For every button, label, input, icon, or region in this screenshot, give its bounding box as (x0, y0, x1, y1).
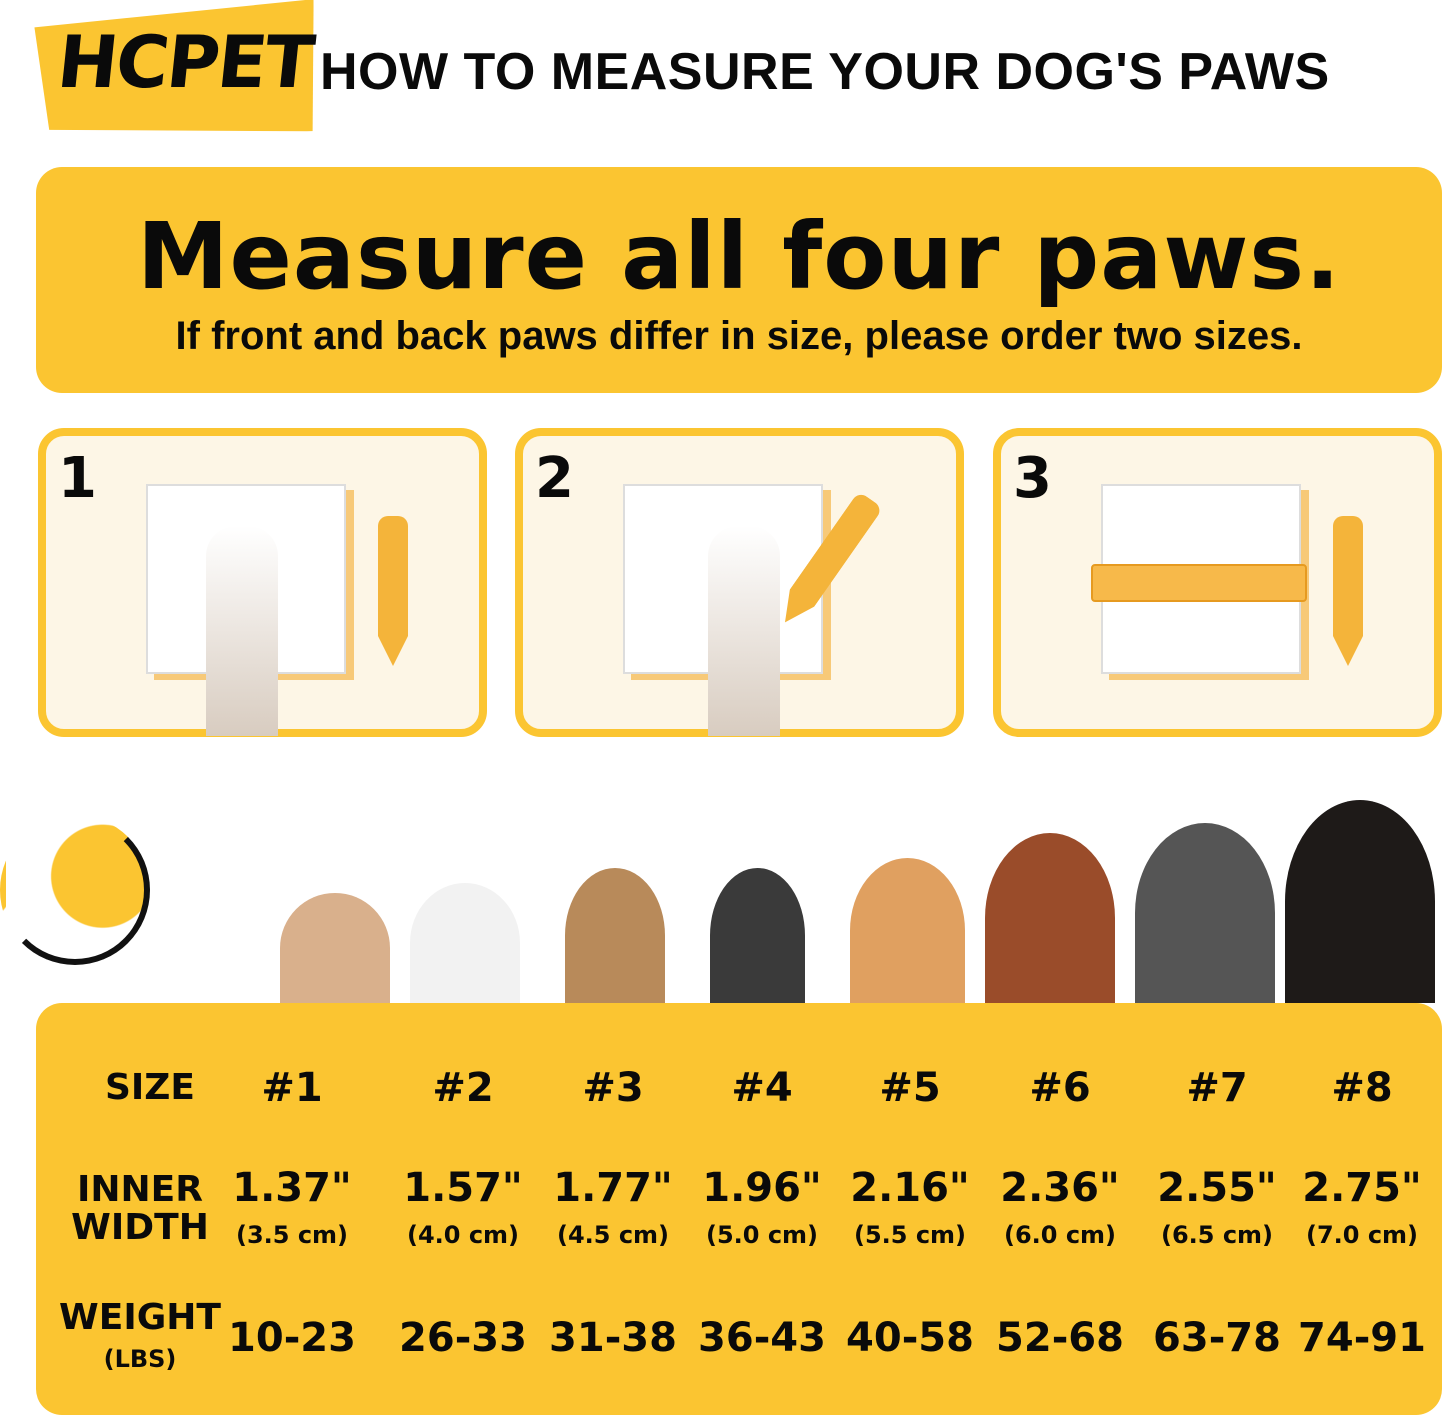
weight-range: 10-23 (228, 1315, 356, 1361)
inner-width-label-line2: WIDTH (71, 1207, 209, 1248)
weight-range: 52-68 (996, 1315, 1124, 1361)
inner-width-cm: (5.5 cm) (853, 1221, 967, 1249)
size-value: #1 (261, 1065, 323, 1111)
step-3-panel: 3 (993, 428, 1442, 737)
size-chart: SIZE INNER WIDTH WEIGHT (LBS) #1 #2 #3 #4 #5… (36, 1003, 1442, 1415)
weight-range: 74-91 (1298, 1315, 1426, 1361)
ruler-icon (1091, 564, 1307, 602)
step-number: 2 (535, 446, 574, 511)
rottweiler-image (1285, 800, 1435, 1003)
inner-width-cm: (4.0 cm) (406, 1221, 520, 1249)
inner-width-inches: 1.37" (232, 1165, 352, 1211)
yorkie-image (565, 868, 665, 1003)
schnauzer-image (710, 868, 805, 1003)
dog-paw-illustration (206, 526, 278, 736)
pencil-icon (1333, 516, 1363, 666)
inner-width-cm: (7.0 cm) (1305, 1221, 1419, 1249)
inner-width-inches: 2.75" (1302, 1165, 1422, 1211)
weight-range: 63-78 (1153, 1315, 1281, 1361)
size-value: #5 (879, 1065, 941, 1111)
inner-width-inches: 2.36" (1000, 1165, 1120, 1211)
weight-range: 40-58 (846, 1315, 974, 1361)
size-value: #8 (1331, 1065, 1393, 1111)
inner-width-inches: 2.16" (850, 1165, 970, 1211)
size-value: #3 (582, 1065, 644, 1111)
inner-width-inches: 1.96" (702, 1165, 822, 1211)
inner-width-inches: 2.55" (1157, 1165, 1277, 1211)
shiba-image (850, 858, 965, 1003)
size-value: #4 (731, 1065, 793, 1111)
inner-width-cm: (3.5 cm) (235, 1221, 349, 1249)
step-1-panel: 1 (38, 428, 487, 737)
husky-image (1135, 823, 1275, 1003)
bichon-image (410, 883, 520, 1003)
weight-unit-label: (LBS) (103, 1345, 177, 1373)
banner-title: Measure all four paws. (136, 203, 1342, 310)
inner-width-cm: (6.0 cm) (1003, 1221, 1117, 1249)
size-value: #6 (1029, 1065, 1091, 1111)
pencil-icon (378, 516, 408, 666)
chihuahua-image (280, 893, 390, 1003)
weight-range: 31-38 (549, 1315, 677, 1361)
inner-width-label-line1: INNER (77, 1169, 203, 1210)
dog-paw-illustration (708, 526, 780, 736)
page-title: HOW TO MEASURE YOUR DOG'S PAWS (320, 43, 1330, 101)
brand-logo: HCPET (53, 20, 317, 104)
weight-label: WEIGHT (59, 1297, 221, 1338)
banner-subtitle: If front and back paws differ in size, p… (175, 314, 1303, 358)
inner-width-cm: (6.5 cm) (1160, 1221, 1274, 1249)
dog-breeds-row (270, 800, 1440, 1003)
step-number: 1 (58, 446, 97, 511)
australian-shepherd-image (985, 833, 1115, 1003)
decorative-swirl-icon (0, 815, 150, 965)
weight-range: 26-33 (399, 1315, 527, 1361)
size-value: #7 (1186, 1065, 1248, 1111)
inner-width-inches: 1.57" (403, 1165, 523, 1211)
inner-width-cm: (4.5 cm) (556, 1221, 670, 1249)
step-2-panel: 2 (515, 428, 964, 737)
size-label: SIZE (104, 1067, 196, 1108)
inner-width-inches: 1.77" (553, 1165, 673, 1211)
inner-width-cm: (5.0 cm) (705, 1221, 819, 1249)
step-number: 3 (1013, 446, 1052, 511)
size-value: #2 (432, 1065, 494, 1111)
weight-range: 36-43 (698, 1315, 826, 1361)
instruction-banner: Measure all four paws. If front and back… (36, 167, 1442, 393)
